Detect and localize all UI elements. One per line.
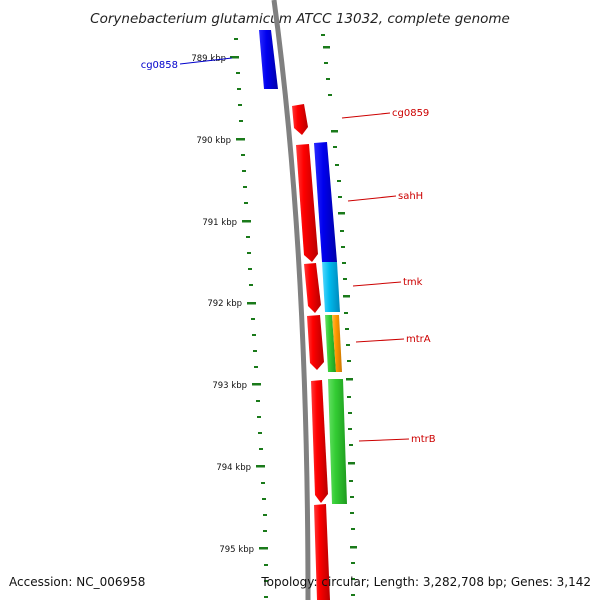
inner-tick-ring [321, 34, 357, 596]
topology-text: Topology: circular; Length: 3,282,708 bp… [260, 575, 591, 589]
cog-track [314, 142, 347, 504]
cog-bar-tmk [322, 262, 340, 312]
scale-label-789: 789 kbp [191, 54, 226, 64]
cds-next[interactable] [314, 504, 330, 600]
scale-label-795: 795 kbp [219, 545, 254, 555]
leader-mtrB [358, 438, 410, 442]
cog-bar-sahH [314, 142, 337, 262]
cog-bar-mtrA-orange [332, 315, 342, 372]
map-title: Corynebacterium glutamicum ATCC 13032, c… [90, 11, 510, 27]
scale-label-790: 790 kbp [196, 136, 231, 146]
scale-label-793: 793 kbp [212, 381, 247, 391]
gene-label-mtrA[interactable]: mtrA [406, 334, 431, 345]
gene-label-mtrB[interactable]: mtrB [411, 434, 436, 445]
cds-sahH[interactable] [296, 144, 318, 262]
forward-cds-track [292, 104, 330, 600]
gene-label-sahH[interactable]: sahH [398, 191, 423, 202]
outer-tick-ring [230, 38, 268, 598]
gene-label-cg0859[interactable]: cg0859 [392, 108, 429, 119]
scale-label-794: 794 kbp [216, 463, 251, 473]
scale-label-791: 791 kbp [202, 218, 237, 228]
cds-tmk[interactable] [304, 263, 321, 313]
gene-label-tmk[interactable]: tmk [403, 277, 423, 288]
cog-bar-mtrB [328, 379, 347, 504]
leader-sahH [347, 195, 397, 202]
leader-cg0858 [179, 57, 233, 65]
scale-label-792: 792 kbp [207, 299, 242, 309]
leader-cg0859 [341, 112, 391, 119]
cog-bar-mtrA-green [325, 315, 336, 372]
gene-label-cg0858[interactable]: cg0858 [141, 60, 178, 71]
leader-tmk [352, 281, 402, 287]
accession-text: Accession: NC_006958 [9, 575, 145, 589]
cds-mtrA[interactable] [307, 315, 324, 370]
cds-mtrB[interactable] [311, 380, 328, 503]
leader-mtrA [355, 338, 405, 343]
cds-cg0859[interactable] [292, 104, 308, 135]
gene-cg0858[interactable] [259, 30, 278, 89]
genome-backbone [271, 0, 311, 600]
